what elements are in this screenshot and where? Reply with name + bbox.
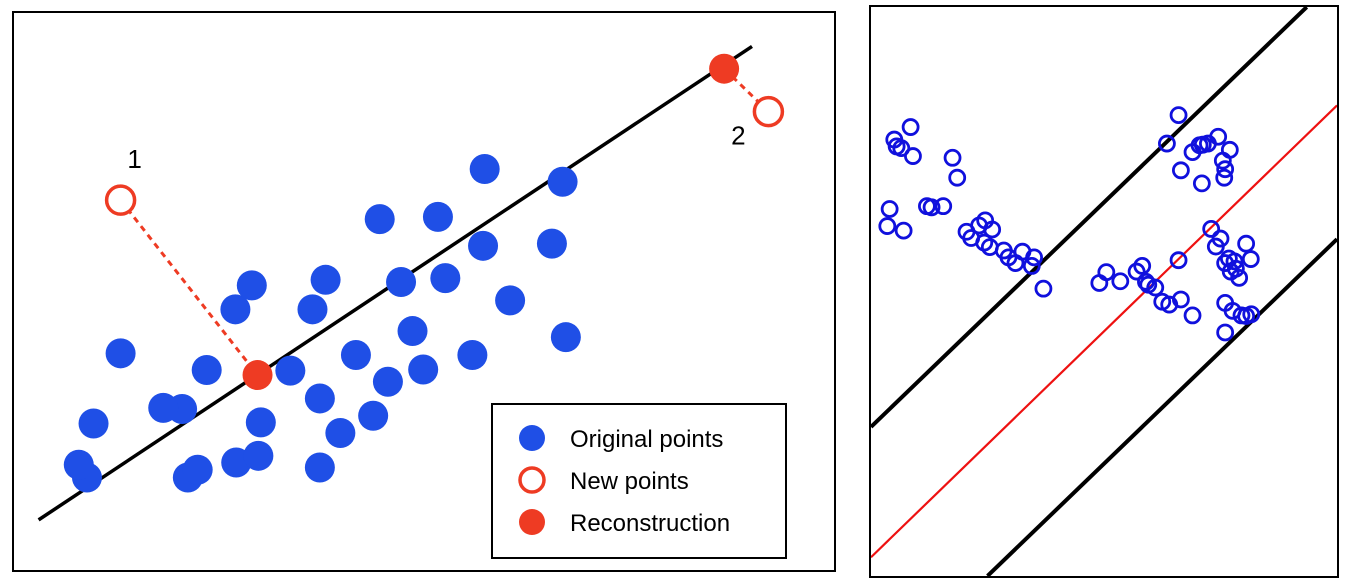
original-point [469, 153, 500, 184]
reconstruction-point [242, 360, 273, 391]
band-line-lower [986, 237, 1337, 576]
original-point [358, 400, 389, 431]
original-point [430, 263, 461, 294]
data-point [1183, 306, 1202, 325]
data-point [1216, 323, 1235, 342]
new-point [752, 95, 785, 128]
original-point [397, 316, 428, 347]
data-point [1171, 161, 1190, 180]
original-point [547, 166, 578, 197]
original-point [372, 366, 403, 397]
original-point [63, 449, 94, 480]
data-point [1160, 295, 1179, 314]
data-point [1169, 251, 1188, 270]
data-point [1216, 160, 1235, 179]
data-point [918, 197, 936, 216]
data-point [1034, 279, 1053, 298]
data-point [1111, 272, 1130, 291]
original-point [364, 204, 395, 235]
data-point [1220, 140, 1239, 159]
data-point [1242, 305, 1261, 324]
legend-marker-original [519, 425, 545, 451]
original-point [304, 383, 335, 414]
left-chart-svg: 1 2 Original points New points Reconstructio… [37, 44, 787, 559]
original-point [536, 228, 567, 259]
new-point-label: 1 [127, 144, 141, 174]
data-point [1209, 127, 1228, 146]
data-point [1219, 249, 1238, 268]
data-point [887, 137, 906, 156]
data-point [1237, 234, 1256, 253]
original-point [78, 408, 109, 439]
original-point [245, 407, 276, 438]
original-point [325, 417, 356, 448]
data-point [1097, 263, 1116, 282]
original-point [191, 355, 222, 386]
original-point [422, 201, 453, 232]
legend-label: New points [570, 468, 689, 495]
original-point [182, 454, 213, 485]
data-point [901, 118, 920, 136]
data-point [970, 216, 989, 235]
center-line [871, 104, 1337, 559]
data-point [943, 148, 962, 167]
data-point [894, 221, 913, 240]
data-point [1192, 174, 1211, 193]
original-point [275, 355, 306, 386]
data-point [1137, 272, 1155, 291]
right-chart-svg [871, 7, 1337, 576]
original-point [495, 285, 526, 316]
original-point [243, 440, 274, 471]
data-point [1215, 168, 1234, 187]
data-point [880, 200, 899, 218]
original-point [297, 294, 328, 325]
data-point [1146, 278, 1165, 297]
original-point [105, 338, 136, 369]
data-point [1158, 134, 1176, 153]
original-point [148, 392, 179, 423]
data-point [1202, 220, 1221, 238]
legend-marker-reconstruction [519, 509, 545, 535]
data-point [904, 147, 922, 165]
data-point [1206, 237, 1225, 256]
data-point [948, 168, 967, 187]
data-point [1090, 274, 1109, 292]
band-line-upper [871, 7, 1309, 429]
new-point [104, 184, 137, 216]
legend-marker-new [518, 466, 546, 494]
data-point [1127, 262, 1146, 281]
legend-label: Original points [570, 426, 723, 453]
data-point [1241, 250, 1260, 268]
data-point [878, 217, 897, 235]
original-point [408, 354, 439, 385]
reconstruction-point [709, 53, 740, 84]
original-point [236, 270, 267, 301]
original-point [220, 294, 251, 325]
original-point [340, 339, 371, 370]
data-point [1169, 106, 1188, 125]
original-point [310, 264, 341, 295]
original-point [386, 267, 417, 298]
original-point [457, 339, 488, 370]
subspace-band-chart [869, 5, 1339, 578]
legend-label: Reconstruction [570, 510, 730, 537]
pca-reconstruction-chart: 1 2 Original points New points Reconstructio… [12, 11, 836, 572]
data-point [1230, 268, 1249, 287]
data-point [1133, 256, 1152, 275]
data-point [1022, 256, 1041, 275]
reconstruction-connector [119, 199, 259, 376]
original-point [468, 230, 499, 261]
original-point [550, 322, 581, 353]
new-point-label: 2 [731, 121, 745, 151]
data-point [1013, 242, 1032, 261]
original-point [304, 452, 335, 483]
